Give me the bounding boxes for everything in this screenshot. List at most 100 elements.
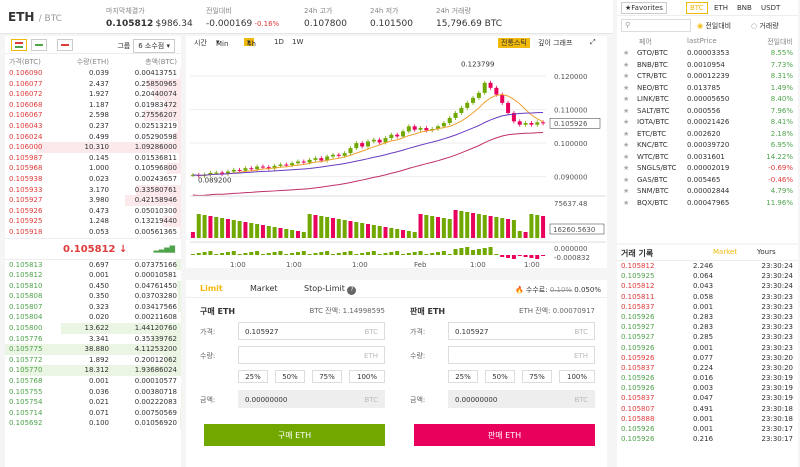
star-icon[interactable]: ★ bbox=[623, 198, 630, 207]
bid-row[interactable]: 0.105714 0.071 0.00750569 bbox=[9, 407, 181, 419]
bid-row[interactable]: 0.105768 0.001 0.00010577 bbox=[9, 377, 177, 386]
ask-row[interactable]: 0.106024 0.499 0.05290598 bbox=[5, 131, 181, 143]
ask-row[interactable]: 0.105987 0.145 0.01536811 bbox=[5, 152, 181, 164]
market-row[interactable]: ★ BNB/BTC 0.0010954 7.73% bbox=[623, 60, 793, 69]
4h-button[interactable]: 4h ▾ bbox=[244, 38, 256, 48]
star-icon[interactable]: ★ bbox=[623, 175, 630, 184]
market-row[interactable]: ★ SNM/BTC 0.00002844 4.79% bbox=[623, 187, 793, 195]
bid-row[interactable]: 0.105776 3.341 0.35339762 bbox=[5, 333, 181, 345]
view-bids-icon[interactable] bbox=[31, 39, 47, 51]
min-button[interactable]: Min ▾ bbox=[216, 38, 229, 48]
market-row[interactable]: ★ GTO/BTC 0.00003353 8.55% bbox=[623, 49, 793, 57]
candle-view-button[interactable]: 전통스틱 bbox=[498, 38, 530, 48]
star-icon[interactable]: ★ bbox=[623, 129, 630, 138]
buy-75-button[interactable]: 75% bbox=[312, 370, 342, 383]
1w-button[interactable]: 1W bbox=[292, 38, 304, 46]
sell-price-input[interactable]: 0.105927 BTC bbox=[448, 322, 595, 340]
market-row[interactable]: ★ CTR/BTC 0.00012239 8.31% bbox=[623, 72, 793, 80]
sell-100-button[interactable]: 100% bbox=[559, 370, 595, 383]
bid-row[interactable]: 0.105800 13.622 1.44120760 bbox=[5, 323, 181, 334]
star-icon[interactable]: ★ bbox=[623, 152, 630, 161]
ask-row[interactable]: 0.106067 2.598 0.27556207 bbox=[5, 110, 181, 121]
chart-canvas[interactable]: 0.120000 0.110000 0.105926 0.100000 0.090000… bbox=[186, 50, 607, 268]
market-tab-usdt[interactable]: USDT bbox=[757, 2, 785, 14]
bid-row[interactable]: 0.105755 0.036 0.00380718 bbox=[9, 386, 181, 398]
trades-tab-yours[interactable]: Yours bbox=[757, 248, 776, 256]
star-icon[interactable]: ★ bbox=[623, 95, 630, 103]
ask-row[interactable]: 0.105933 3.170 0.33580761 bbox=[5, 184, 181, 196]
buy-quantity-input[interactable]: ETH bbox=[238, 346, 385, 364]
ask-row[interactable]: 0.105925 1.248 0.13219440 bbox=[5, 216, 181, 227]
fullscreen-icon[interactable]: ⤢ bbox=[590, 38, 596, 46]
star-icon[interactable]: ★ bbox=[623, 118, 630, 126]
market-row[interactable]: ★ IOTA/BTC 0.00021426 8.41% bbox=[623, 118, 793, 126]
trades-tab-market[interactable]: Market bbox=[713, 248, 738, 256]
market-row[interactable]: ★ ETC/BTC 0.002620 2.18% bbox=[623, 129, 793, 138]
market-row[interactable]: ★ BQX/BTC 0.00047965 11.96% bbox=[623, 198, 793, 207]
bid-row[interactable]: 0.105813 0.697 0.07375166 bbox=[5, 259, 181, 271]
star-icon[interactable]: ★ bbox=[623, 141, 630, 149]
market-row[interactable]: ★ LINK/BTC 0.00005650 8.40% bbox=[623, 95, 793, 103]
ask-row[interactable]: 0.105927 3.980 0.42158946 bbox=[5, 195, 181, 206]
ask-row[interactable]: 0.106043 0.237 0.02513219 bbox=[5, 120, 181, 132]
ask-row[interactable]: 0.106000 10.310 1.09286000 bbox=[5, 142, 181, 153]
ask-row[interactable]: 0.105918 0.053 0.00561365 bbox=[9, 226, 181, 238]
ask-row[interactable]: 0.106072 1.927 0.20440074 bbox=[5, 89, 181, 100]
buy-50-button[interactable]: 50% bbox=[275, 370, 305, 383]
market-tab-eth[interactable]: ETH bbox=[710, 2, 732, 14]
star-icon[interactable]: ★ bbox=[623, 72, 630, 80]
buy-25-button[interactable]: 25% bbox=[238, 370, 268, 383]
market-row[interactable]: ★ NEO/BTC 0.013785 1.49% bbox=[623, 83, 793, 92]
market-row[interactable]: ★ KNC/BTC 0.00039720 6.95% bbox=[623, 141, 793, 149]
tab-market[interactable]: Market bbox=[250, 284, 278, 293]
market-tab-btc[interactable]: BTC bbox=[686, 2, 708, 14]
sell-25-button[interactable]: 25% bbox=[448, 370, 478, 383]
bid-row[interactable]: 0.105804 0.020 0.00211608 bbox=[9, 312, 181, 324]
market-row[interactable]: ★ SALT/BTC 0.000556 7.96% bbox=[623, 106, 793, 115]
view-both-icon[interactable] bbox=[11, 39, 27, 51]
tab-limit[interactable]: Limit bbox=[200, 284, 223, 293]
market-row[interactable]: ★ GAS/BTC 0.005465 -0.46% bbox=[623, 175, 793, 184]
ask-row[interactable]: 0.106068 1.187 0.01983472 bbox=[5, 99, 181, 111]
view-asks-icon[interactable] bbox=[57, 39, 73, 51]
market-row[interactable]: ★ SNGLS/BTC 0.00002019 -0.69% bbox=[623, 164, 793, 172]
star-icon[interactable]: ★ bbox=[623, 106, 630, 115]
star-icon[interactable]: ★ bbox=[623, 49, 630, 57]
sort-change-radio[interactable]: ◉ 전일대비 bbox=[697, 22, 732, 30]
ask-row[interactable]: 0.105968 1.000 0.10596800 bbox=[5, 163, 181, 174]
1d-button[interactable]: 1D bbox=[274, 38, 284, 46]
sell-75-button[interactable]: 75% bbox=[522, 370, 552, 383]
bid-row[interactable]: 0.105807 0.323 0.03417566 bbox=[5, 301, 181, 313]
bid-row[interactable]: 0.105772 1.892 0.20012062 bbox=[5, 354, 181, 366]
ask-row[interactable]: 0.106090 0.039 0.00413751 bbox=[9, 68, 181, 79]
bid-row[interactable]: 0.105754 0.021 0.00222083 bbox=[9, 397, 181, 408]
tab-stop-limit[interactable]: Stop-Limit ? bbox=[304, 284, 357, 295]
depth-chart-button[interactable]: 깊이 그래프 bbox=[538, 39, 573, 47]
market-search-input[interactable]: ⚲ bbox=[621, 19, 691, 32]
market-tab-bnb[interactable]: BNB bbox=[733, 2, 756, 14]
star-icon[interactable]: ★ bbox=[623, 83, 630, 92]
bid-row[interactable]: 0.105775 38.880 4.11253200 bbox=[5, 344, 181, 355]
sort-volume-radio[interactable]: ○ 거래량 bbox=[751, 22, 779, 30]
ask-row[interactable]: 0.106077 2.437 0.25850965 bbox=[5, 78, 181, 90]
star-icon[interactable]: ★ bbox=[623, 164, 630, 172]
star-icon[interactable]: ★ bbox=[623, 60, 630, 69]
price-tick-label: 0.090000 bbox=[554, 174, 587, 182]
ask-row[interactable]: 0.105938 0.023 0.00243657 bbox=[9, 173, 181, 185]
star-icon[interactable]: ★ bbox=[623, 187, 630, 195]
group-select[interactable]: 그룹 6 소수점 ▾ bbox=[117, 39, 175, 53]
bid-row[interactable]: 0.105812 0.001 0.00010581 bbox=[9, 271, 177, 280]
bid-row[interactable]: 0.105808 0.350 0.03703280 bbox=[5, 291, 181, 302]
bid-row[interactable]: 0.105770 18.312 1.93686024 bbox=[5, 365, 181, 377]
bid-row[interactable]: 0.105692 0.100 0.01056920 bbox=[9, 418, 181, 429]
sell-50-button[interactable]: 50% bbox=[485, 370, 515, 383]
ask-row[interactable]: 0.105926 0.473 0.05010300 bbox=[5, 205, 181, 217]
buy-100-button[interactable]: 100% bbox=[349, 370, 385, 383]
buy-button[interactable]: 구매 ETH bbox=[204, 424, 385, 446]
market-row[interactable]: ★ WTC/BTC 0.0031601 14.22% bbox=[623, 152, 793, 161]
favorites-tab[interactable]: ★Favorites bbox=[621, 2, 667, 14]
buy-price-input[interactable]: 0.105927 BTC bbox=[238, 322, 385, 340]
sell-quantity-input[interactable]: ETH bbox=[448, 346, 595, 364]
sell-button[interactable]: 판매 ETH bbox=[414, 424, 595, 446]
bid-row[interactable]: 0.105810 0.450 0.04761450 bbox=[5, 280, 181, 292]
